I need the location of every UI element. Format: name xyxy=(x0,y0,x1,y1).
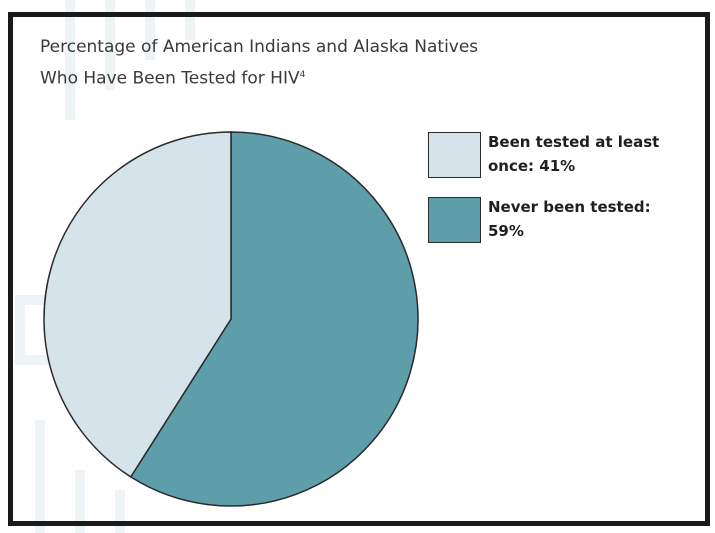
chart-title-line-1: Percentage of American Indians and Alask… xyxy=(40,37,479,57)
legend-label-tested-line-1: Been tested at least xyxy=(488,133,660,151)
legend-swatch-tested xyxy=(428,132,481,178)
legend-label-never-tested-line-1: Never been tested: xyxy=(488,198,651,216)
pie-slice-never-tested xyxy=(129,131,419,507)
chart-title-line-2: Who Have Been Tested for HIV4 xyxy=(40,61,640,93)
legend-label-never-tested: Never been tested: 59% xyxy=(488,195,703,243)
footnote-marker: 4 xyxy=(299,70,306,80)
legend-label-tested: Been tested at least once: 41% xyxy=(488,130,703,178)
chart-frame xyxy=(8,12,710,526)
legend-label-tested-line-2: once: 41% xyxy=(488,157,576,175)
legend-label-never-tested-line-2: 59% xyxy=(488,222,524,240)
legend-swatch-never-tested xyxy=(428,197,481,243)
pie-slice-tested xyxy=(43,131,232,478)
chart-title: Percentage of American Indians and Alask… xyxy=(40,33,640,93)
chart-title-line-2-text: Who Have Been Tested for HIV xyxy=(40,68,300,89)
